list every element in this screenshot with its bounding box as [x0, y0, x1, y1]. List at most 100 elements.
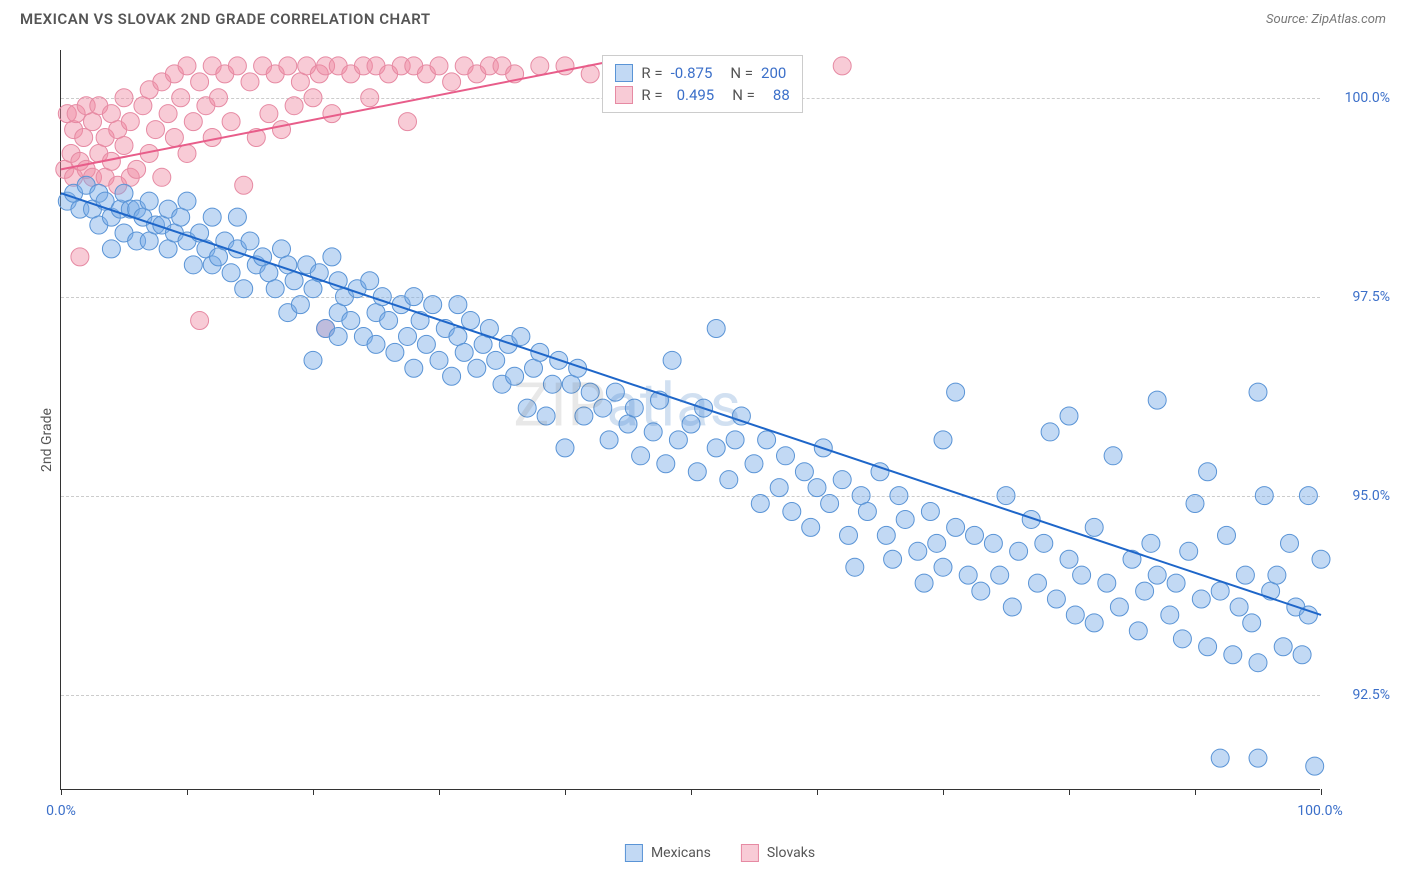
y-tick-label: 95.0% — [1330, 488, 1390, 504]
scatter-point — [1274, 638, 1292, 656]
scatter-point — [657, 455, 675, 473]
scatter-point — [128, 160, 146, 178]
scatter-point — [380, 312, 398, 330]
scatter-point — [228, 208, 246, 226]
scatter-point — [947, 383, 965, 401]
scatter-point — [991, 566, 1009, 584]
scatter-point — [1003, 598, 1021, 616]
scatter-point — [934, 558, 952, 576]
scatter-point — [1236, 566, 1254, 584]
scatter-point — [1243, 614, 1261, 632]
scatter-point — [840, 526, 858, 544]
scatter-point — [304, 280, 322, 298]
scatter-point — [430, 351, 448, 369]
scatter-point — [669, 431, 687, 449]
scatter-point — [1129, 622, 1147, 640]
scatter-point — [644, 423, 662, 441]
scatter-point — [1224, 646, 1242, 664]
legend-item-mexicans: Mexicans — [625, 844, 711, 862]
scatter-point — [323, 248, 341, 266]
scatter-point — [443, 367, 461, 385]
scatter-point — [625, 399, 643, 417]
scatter-point — [399, 327, 417, 345]
scatter-point — [178, 57, 196, 75]
scatter-point — [751, 495, 769, 513]
scatter-point — [228, 57, 246, 75]
scatter-point — [210, 248, 228, 266]
scatter-point — [266, 280, 284, 298]
scatter-point — [1085, 614, 1103, 632]
scatter-point — [1041, 423, 1059, 441]
scatter-point — [997, 487, 1015, 505]
scatter-point — [71, 248, 89, 266]
scatter-point — [342, 312, 360, 330]
scatter-point — [449, 327, 467, 345]
scatter-point — [758, 431, 776, 449]
scatter-point — [291, 73, 309, 91]
scatter-point — [147, 121, 165, 139]
scatter-point — [1110, 598, 1128, 616]
scatter-point — [140, 192, 158, 210]
scatter-point — [1035, 534, 1053, 552]
y-tick-label: 92.5% — [1330, 687, 1390, 703]
scatter-point — [1230, 598, 1248, 616]
swatch-mexicans — [625, 844, 643, 862]
bottom-legend: Mexicans Slovaks — [625, 844, 815, 862]
scatter-point — [1293, 646, 1311, 664]
scatter-point — [1047, 590, 1065, 608]
n-value-mexicans: 200 — [761, 64, 786, 82]
scatter-point — [241, 73, 259, 91]
scatter-svg — [61, 50, 1321, 790]
scatter-point — [172, 89, 190, 107]
legend-item-slovaks: Slovaks — [741, 844, 815, 862]
scatter-point — [682, 415, 700, 433]
scatter-point — [833, 471, 851, 489]
scatter-point — [525, 359, 543, 377]
scatter-point — [726, 431, 744, 449]
scatter-point — [745, 455, 763, 473]
swatch-mexicans — [615, 64, 633, 82]
scatter-point — [102, 105, 120, 123]
r-label: R = — [641, 86, 662, 104]
scatter-point — [329, 327, 347, 345]
scatter-point — [632, 447, 650, 465]
scatter-point — [210, 89, 228, 107]
scatter-point — [1186, 495, 1204, 513]
scatter-point — [178, 192, 196, 210]
scatter-point — [770, 479, 788, 497]
scatter-point — [121, 113, 139, 131]
scatter-point — [1010, 542, 1028, 560]
r-value-slovaks: 0.495 — [677, 86, 715, 104]
legend-label-slovaks: Slovaks — [767, 845, 815, 861]
scatter-point — [877, 526, 895, 544]
scatter-point — [304, 89, 322, 107]
scatter-point — [512, 327, 530, 345]
scatter-point — [1142, 534, 1160, 552]
x-tick-label-left: 0.0% — [46, 803, 76, 819]
stats-legend-box: R = -0.875 N = 200 R = 0.495 N = 88 — [602, 55, 802, 113]
scatter-point — [115, 136, 133, 154]
swatch-slovaks — [615, 86, 633, 104]
scatter-point — [581, 383, 599, 401]
scatter-point — [934, 431, 952, 449]
scatter-point — [1104, 447, 1122, 465]
legend-label-mexicans: Mexicans — [651, 845, 711, 861]
scatter-point — [1148, 566, 1166, 584]
n-label: N = — [732, 86, 755, 104]
scatter-point — [203, 208, 221, 226]
scatter-point — [821, 495, 839, 513]
scatter-point — [417, 335, 435, 353]
trend-line — [61, 193, 1321, 615]
scatter-point — [795, 463, 813, 481]
scatter-point — [1299, 487, 1317, 505]
scatter-point — [361, 272, 379, 290]
scatter-point — [884, 550, 902, 568]
scatter-point — [102, 240, 120, 258]
scatter-point — [846, 558, 864, 576]
y-axis-label: 2nd Grade — [39, 408, 55, 472]
scatter-point — [273, 121, 291, 139]
scatter-point — [1312, 550, 1330, 568]
scatter-point — [405, 359, 423, 377]
plot-area: ZIPatlas 100.0%97.5%95.0%92.5% R = -0.87… — [60, 50, 1320, 790]
scatter-point — [159, 240, 177, 258]
